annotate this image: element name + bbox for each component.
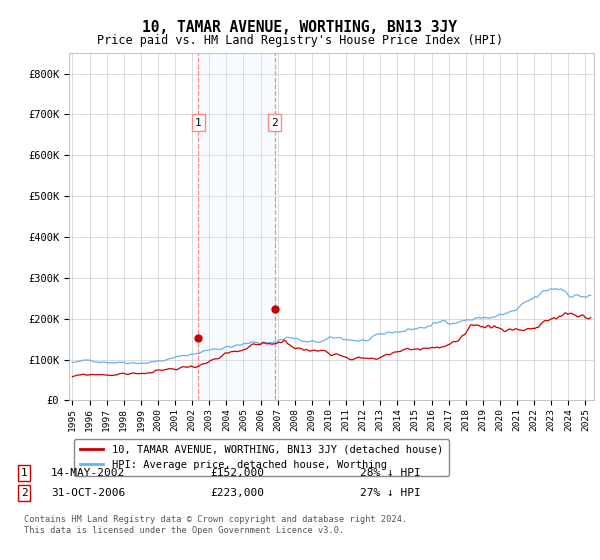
Text: 31-OCT-2006: 31-OCT-2006 bbox=[51, 488, 125, 498]
Text: £152,000: £152,000 bbox=[210, 468, 264, 478]
Text: 1: 1 bbox=[195, 118, 202, 128]
Text: 28% ↓ HPI: 28% ↓ HPI bbox=[360, 468, 421, 478]
Bar bbox=[199, 53, 275, 400]
Text: £223,000: £223,000 bbox=[210, 488, 264, 498]
Text: 2: 2 bbox=[271, 118, 278, 128]
Text: This data is licensed under the Open Government Licence v3.0.: This data is licensed under the Open Gov… bbox=[24, 526, 344, 535]
Text: Price paid vs. HM Land Registry's House Price Index (HPI): Price paid vs. HM Land Registry's House … bbox=[97, 34, 503, 46]
Text: Contains HM Land Registry data © Crown copyright and database right 2024.: Contains HM Land Registry data © Crown c… bbox=[24, 515, 407, 524]
Text: 1: 1 bbox=[20, 468, 28, 478]
Text: 10, TAMAR AVENUE, WORTHING, BN13 3JY: 10, TAMAR AVENUE, WORTHING, BN13 3JY bbox=[143, 20, 458, 35]
Legend: 10, TAMAR AVENUE, WORTHING, BN13 3JY (detached house), HPI: Average price, detac: 10, TAMAR AVENUE, WORTHING, BN13 3JY (de… bbox=[74, 438, 449, 477]
Text: 2: 2 bbox=[20, 488, 28, 498]
Text: 27% ↓ HPI: 27% ↓ HPI bbox=[360, 488, 421, 498]
Text: 14-MAY-2002: 14-MAY-2002 bbox=[51, 468, 125, 478]
